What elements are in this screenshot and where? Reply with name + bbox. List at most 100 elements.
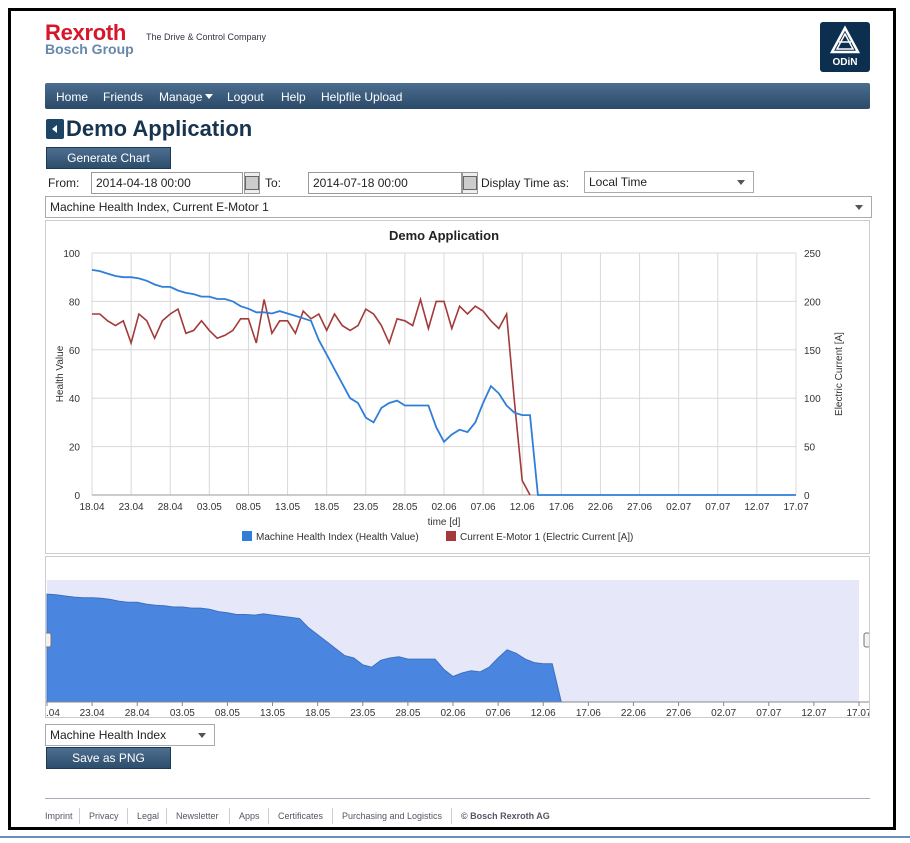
x-tick-label: 27.06 [627,502,652,513]
y2-tick-label: 200 [804,297,821,308]
navigator-x-tick-label: 27.06 [666,708,691,717]
y2-axis-label: Electric Current [A] [834,332,845,416]
navigator-x-tick-label: 08.05 [215,708,240,717]
odin-logo[interactable]: ODiN [820,22,870,72]
navigator-left-handle[interactable] [44,632,52,648]
nav-helpfile-upload[interactable]: Helpfile Upload [321,90,403,104]
nav-logout[interactable]: Logout [227,90,264,104]
display-time-value: Local Time [589,175,648,189]
manage-caret-icon[interactable] [205,94,213,99]
x-tick-label: 13.05 [275,502,300,513]
navigator-x-tick-label: 22.06 [621,708,646,717]
navigator-x-tick-label: 28.04 [125,708,150,717]
x-tick-label: 22.06 [588,502,613,513]
to-date-input[interactable]: 2014-07-18 00:00 [308,172,462,194]
chart-title: Demo Application [389,228,499,243]
navigator-x-tick-label: 07.07 [756,708,781,717]
x-tick-label: 03.05 [197,502,222,513]
footer-link-newsletter[interactable]: Newsletter [176,811,219,821]
y-tick-label: 80 [69,297,81,308]
x-tick-label: 23.04 [119,502,144,513]
nav-home[interactable]: Home [56,90,89,104]
footer-divider [45,798,870,799]
main-chart[interactable]: Demo Application 0 20 40 60 80 100 0 50 100 150 200… [46,221,869,553]
y2-tick-label: 50 [804,443,816,454]
navigator-chart[interactable]: .04 23.04 28.04 03.05 08.05 13.05 18.05 23.05 28… [44,557,872,719]
x-tick-label: 23.05 [353,502,378,513]
footer-separator [268,808,269,824]
nav-manage[interactable]: Manage [159,90,203,104]
footer-separator [229,808,230,824]
from-label: From: [48,176,80,190]
chevron-down-icon [198,733,206,738]
footer-separator [127,808,128,824]
navigator-x-tick-label: 02.06 [440,708,465,717]
odin-triangle-icon [829,25,861,54]
x-tick-label: 18.04 [79,502,104,513]
navigator-right-handle[interactable] [863,632,871,648]
calendar-icon [463,176,477,190]
x-tick-label: 07.06 [471,502,496,513]
series-line-health [91,269,796,496]
series-line-current [92,296,531,496]
legend-label-current: Current E-Motor 1 (Electric Current [A]) [460,532,633,543]
x-tick-label: 28.05 [392,502,417,513]
bottom-series-select[interactable]: Machine Health Index [45,724,215,746]
footer-separator [451,808,452,824]
rexroth-logo-text[interactable]: Rexroth [45,20,127,45]
legend-label-health: Machine Health Index (Health Value) [256,532,419,543]
copyright: © Bosch Rexroth AG [461,811,550,821]
tagline: The Drive & Control Company [146,32,267,42]
y2-tick-label: 250 [804,249,821,260]
series-select[interactable]: Machine Health Index, Current E-Motor 1 [45,196,872,218]
to-calendar-button[interactable] [462,172,478,194]
navigator-x-tick-label: 12.06 [531,708,556,717]
x-tick-label: 17.07 [783,502,808,513]
page-title: Demo Application [66,116,253,141]
from-calendar-button[interactable] [244,172,260,194]
back-button[interactable] [46,119,64,139]
navigator-x-tick-label: 23.04 [80,708,105,717]
footer-link-legal[interactable]: Legal [137,811,160,821]
legend-swatch-health [242,531,252,541]
navigator-x-tick-label: 07.06 [486,708,511,717]
generate-chart-button[interactable]: Generate Chart [46,147,171,169]
navigator-x-tick-label: .04 [46,708,60,717]
navigator-x-tick-label: 17.07 [846,708,869,717]
series-select-value: Machine Health Index, Current E-Motor 1 [50,200,269,214]
legend-swatch-current [446,531,456,541]
nav-friends[interactable]: Friends [103,90,144,104]
save-png-button[interactable]: Save as PNG [46,747,171,769]
calendar-icon [245,176,259,190]
y-tick-label: 0 [74,491,80,502]
x-tick-label: 07.07 [705,502,730,513]
navigator-x-tick-label: 03.05 [170,708,195,717]
x-tick-label: 08.05 [236,502,261,513]
display-time-label: Display Time as: [481,176,570,190]
main-nav: Home Friends Manage Logout Help Helpfile… [45,83,870,109]
footer-link-privacy[interactable]: Privacy [89,811,119,821]
display-time-select[interactable]: Local Time [584,171,754,193]
x-tick-label: 12.06 [510,502,535,513]
x-tick-label: 02.07 [666,502,691,513]
footer-link-purchasing[interactable]: Purchasing and Logistics [342,811,443,821]
navigator-x-tick-label: 02.07 [711,708,736,717]
footer-separator [332,808,333,824]
x-tick-label: 12.07 [744,502,769,513]
y2-tick-label: 150 [804,346,821,357]
footer-link-imprint[interactable]: Imprint [45,811,73,821]
chevron-down-icon [737,180,745,185]
nav-help[interactable]: Help [281,90,306,104]
navigator-x-tick-label: 13.05 [260,708,285,717]
y-tick-label: 40 [69,394,81,405]
footer-link-certificates[interactable]: Certificates [278,811,324,821]
footer-link-apps[interactable]: Apps [239,811,260,821]
footer-separator [79,808,80,824]
y-axis-label: Health Value [55,345,66,402]
from-date-input[interactable]: 2014-04-18 00:00 [91,172,243,194]
navigator-x-tick-label: 28.05 [395,708,420,717]
footer-separator [166,808,167,824]
navigator-x-tick-label: 12.07 [801,708,826,717]
y2-tick-label: 100 [804,394,821,405]
bosch-group-logo-text: Bosch Group [45,41,134,57]
